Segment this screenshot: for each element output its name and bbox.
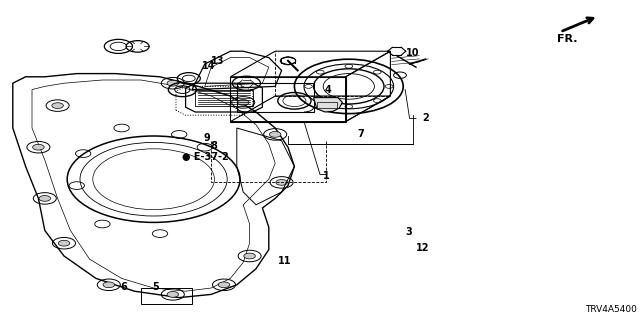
Text: TRV4A5400: TRV4A5400 [585,305,637,314]
Text: 3: 3 [406,227,413,237]
Text: 13: 13 [211,56,224,66]
Bar [141,288,192,304]
Circle shape [33,144,44,150]
Circle shape [218,282,230,288]
Circle shape [167,292,179,297]
Circle shape [103,282,115,288]
Text: 11: 11 [278,256,291,266]
Text: 6: 6 [120,282,127,292]
Circle shape [269,132,281,137]
Text: 5: 5 [152,282,159,292]
Polygon shape [314,98,342,112]
Circle shape [244,253,255,259]
Circle shape [39,196,51,201]
Text: 12: 12 [416,243,429,252]
Text: FR.: FR. [557,34,577,44]
Circle shape [52,103,63,108]
Bar [317,102,337,108]
Text: 2: 2 [422,113,429,124]
Text: 4: 4 [324,84,332,95]
Circle shape [167,80,179,86]
Text: 8: 8 [211,140,218,151]
Circle shape [237,100,249,105]
Circle shape [58,240,70,246]
Text: 10: 10 [406,48,420,58]
Text: ● E-37-2: ● E-37-2 [182,152,229,162]
Text: 7: 7 [357,129,364,140]
Text: 9: 9 [204,132,211,143]
Text: 14: 14 [202,61,215,71]
Text: 1: 1 [323,171,330,181]
Circle shape [276,180,287,185]
Bar [195,90,253,106]
